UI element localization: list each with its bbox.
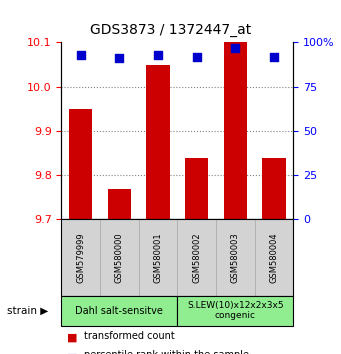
Bar <box>262 158 285 219</box>
Text: GSM580004: GSM580004 <box>269 232 279 283</box>
Text: GSM579999: GSM579999 <box>76 232 85 283</box>
Point <box>117 56 122 61</box>
Text: GSM580002: GSM580002 <box>192 232 201 283</box>
Bar <box>146 64 169 219</box>
Point <box>194 54 199 59</box>
Point <box>233 45 238 51</box>
Text: ■: ■ <box>66 333 77 343</box>
Text: S.LEW(10)x12x2x3x5
congenic: S.LEW(10)x12x2x3x5 congenic <box>187 301 284 320</box>
Text: GSM580001: GSM580001 <box>153 232 163 283</box>
Point <box>155 52 161 58</box>
Point <box>78 52 84 58</box>
Bar <box>224 42 247 219</box>
Text: GDS3873 / 1372447_at: GDS3873 / 1372447_at <box>90 23 251 37</box>
Bar <box>69 109 92 219</box>
Text: Dahl salt-sensitve: Dahl salt-sensitve <box>75 306 163 316</box>
Text: strain ▶: strain ▶ <box>7 306 48 316</box>
Text: transformed count: transformed count <box>84 331 174 341</box>
Point <box>271 54 277 59</box>
Text: GSM580003: GSM580003 <box>231 232 240 283</box>
Text: percentile rank within the sample: percentile rank within the sample <box>84 350 249 354</box>
Bar <box>108 188 131 219</box>
Text: ■: ■ <box>66 352 77 354</box>
Text: GSM580000: GSM580000 <box>115 232 124 283</box>
Bar <box>185 158 208 219</box>
